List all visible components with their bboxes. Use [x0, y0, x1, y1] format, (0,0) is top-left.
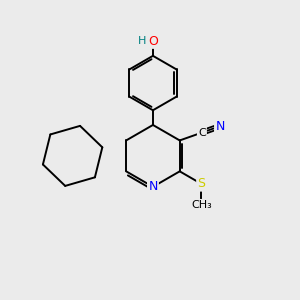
- Text: H: H: [138, 36, 146, 46]
- Text: N: N: [148, 180, 158, 193]
- Text: CH₃: CH₃: [191, 200, 212, 210]
- Text: O: O: [148, 34, 158, 48]
- Text: N: N: [215, 120, 225, 133]
- Text: C: C: [198, 128, 206, 138]
- Text: S: S: [197, 177, 206, 190]
